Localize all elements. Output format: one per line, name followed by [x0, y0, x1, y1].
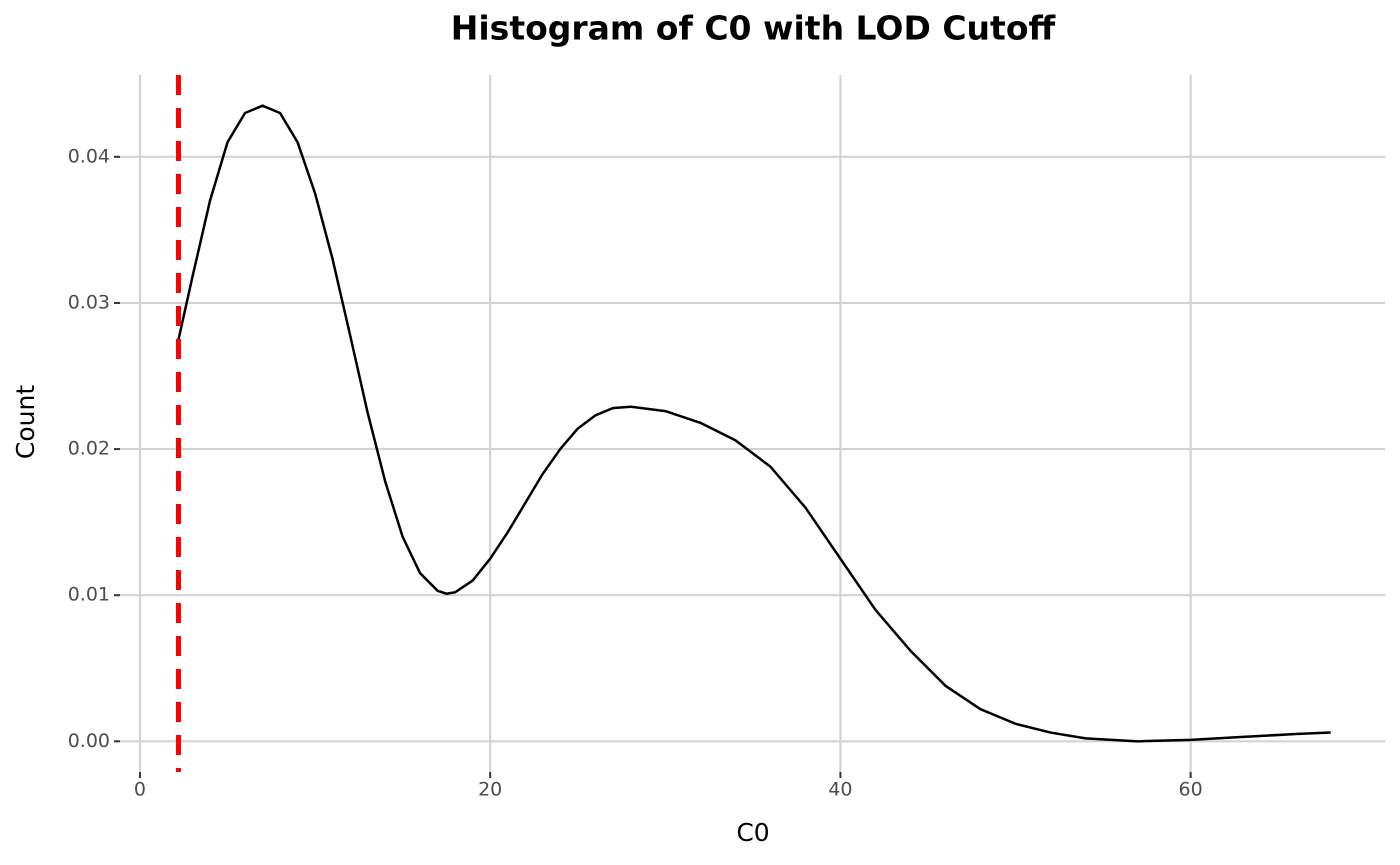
x-tick-label: 60 — [1179, 779, 1203, 801]
y-tick-label: 0.03 — [68, 291, 110, 313]
y-tick-label: 0.00 — [68, 730, 110, 752]
x-tick-label: 40 — [828, 779, 852, 801]
y-tick-label: 0.04 — [68, 145, 110, 167]
y-tick-label: 0.02 — [68, 438, 110, 460]
x-axis-label: C0 — [736, 818, 769, 847]
chart-title: Histogram of C0 with LOD Cutoff — [451, 9, 1057, 48]
y-tick-label: 0.01 — [68, 584, 110, 606]
x-tick-label: 0 — [134, 779, 146, 801]
y-axis-label: Count — [11, 385, 40, 459]
x-tick-label: 20 — [478, 779, 502, 801]
density-line — [177, 104, 1331, 743]
